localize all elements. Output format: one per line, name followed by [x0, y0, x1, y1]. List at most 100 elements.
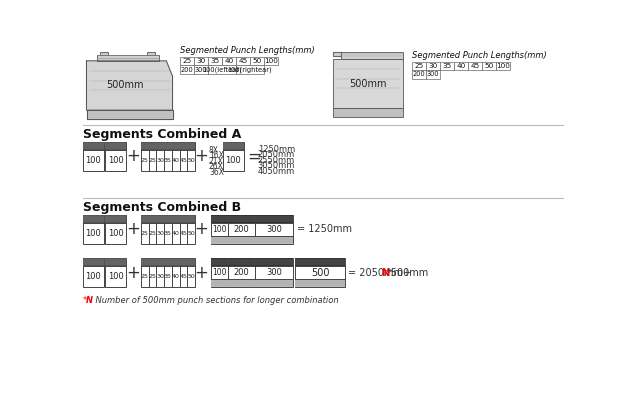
Bar [180, 258, 187, 287]
Bar [187, 215, 195, 223]
Bar [156, 215, 164, 244]
Text: Segmented Punch Lengths(mm): Segmented Punch Lengths(mm) [412, 51, 547, 60]
Text: 35: 35 [164, 274, 172, 279]
Polygon shape [86, 61, 173, 110]
Text: 500: 500 [311, 267, 329, 277]
Bar [180, 57, 194, 65]
Bar [156, 258, 164, 287]
Text: 35: 35 [164, 158, 172, 163]
Bar [412, 62, 426, 70]
Text: 100: 100 [85, 229, 101, 238]
Bar [140, 215, 149, 244]
Bar [180, 258, 187, 266]
Text: +: + [126, 263, 140, 282]
Text: 25: 25 [140, 231, 149, 236]
Bar [105, 215, 126, 244]
Text: =: = [247, 147, 261, 165]
Bar [440, 62, 454, 70]
Bar [140, 258, 149, 287]
Bar [255, 215, 294, 223]
Text: 35: 35 [164, 231, 172, 236]
Text: Segmented Punch Lengths(mm): Segmented Punch Lengths(mm) [180, 47, 315, 55]
Text: 100: 100 [85, 156, 101, 165]
Text: 100: 100 [212, 268, 226, 277]
Bar [83, 215, 103, 223]
Text: 35: 35 [442, 63, 452, 69]
Bar [140, 142, 149, 150]
Text: 40: 40 [456, 63, 466, 69]
Text: 100: 100 [108, 272, 123, 281]
Text: 100: 100 [85, 272, 101, 281]
Text: 25: 25 [149, 274, 156, 279]
Bar [210, 258, 227, 287]
Bar [172, 215, 180, 223]
Bar [482, 62, 496, 70]
Text: 25: 25 [140, 158, 149, 163]
Text: 30: 30 [428, 63, 438, 69]
Text: = 2050mm+: = 2050mm+ [348, 267, 411, 277]
Text: Segments Combined B: Segments Combined B [83, 201, 241, 214]
Text: 21X: 21X [209, 157, 224, 166]
Bar [208, 57, 222, 65]
Bar [149, 142, 156, 150]
Text: 35: 35 [210, 58, 220, 64]
Bar [164, 215, 172, 223]
Bar [172, 215, 180, 244]
Bar [227, 279, 255, 287]
Bar [227, 236, 255, 244]
Bar [236, 65, 264, 74]
Text: 100(rightear): 100(rightear) [227, 66, 272, 73]
Text: 50: 50 [187, 231, 195, 236]
Bar [426, 70, 440, 78]
Bar [210, 279, 227, 287]
Bar [83, 142, 103, 171]
Polygon shape [86, 110, 173, 119]
Bar [187, 258, 195, 287]
Bar [83, 258, 103, 266]
Text: 100: 100 [108, 229, 123, 238]
Text: 36X: 36X [209, 168, 224, 177]
Text: 45: 45 [238, 58, 248, 64]
Text: *500mm: *500mm [386, 267, 428, 277]
Bar [156, 142, 164, 150]
Text: 100(leftear): 100(leftear) [202, 66, 242, 73]
Text: *: * [83, 297, 87, 306]
Bar [164, 258, 172, 266]
Bar [412, 70, 426, 78]
Bar [194, 57, 208, 65]
Text: 500mm: 500mm [349, 78, 387, 89]
Bar [156, 258, 164, 266]
Bar [140, 142, 149, 171]
Bar [140, 215, 149, 223]
Text: +: + [126, 147, 140, 165]
Bar [333, 108, 403, 117]
Bar [172, 142, 180, 171]
Text: 200: 200 [413, 71, 425, 77]
Bar [149, 142, 156, 171]
Bar [250, 57, 264, 65]
Text: 200: 200 [233, 268, 249, 277]
Text: : Number of 500mm punch sections for longer combination: : Number of 500mm punch sections for lon… [89, 297, 338, 306]
Bar [180, 142, 187, 171]
Bar [496, 62, 510, 70]
Text: 25: 25 [183, 58, 192, 64]
Text: 8X: 8X [209, 146, 219, 154]
Bar [83, 258, 103, 287]
Bar [210, 215, 227, 223]
Bar [295, 258, 345, 287]
Bar [227, 215, 255, 244]
Bar [426, 62, 440, 70]
Bar [140, 258, 149, 266]
Text: 200: 200 [181, 67, 193, 73]
Bar [180, 65, 194, 74]
Text: N: N [86, 297, 93, 306]
Text: 45: 45 [470, 63, 479, 69]
Bar [187, 142, 195, 150]
Bar [210, 236, 227, 244]
Text: 40: 40 [224, 58, 234, 64]
Bar [210, 215, 227, 244]
Text: 30: 30 [156, 158, 164, 163]
Bar [222, 57, 236, 65]
Text: 100: 100 [212, 225, 226, 234]
Bar [223, 142, 244, 171]
